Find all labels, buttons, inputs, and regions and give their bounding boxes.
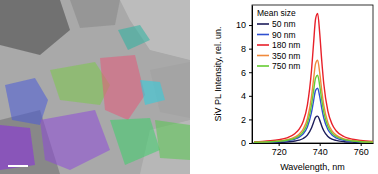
x-tick: 720	[272, 143, 287, 157]
y-tick: 10	[236, 20, 252, 30]
x-tick: 760	[354, 143, 369, 157]
figure: 720 740 760 0 2 4 6 8 10 Wavelength, nm SiV PL Int…	[0, 0, 378, 174]
series-line	[254, 75, 373, 142]
x-tick-mark	[320, 143, 321, 146]
y-tick-mark	[249, 143, 252, 144]
legend-swatch	[257, 55, 269, 57]
legend-label: 350 nm	[272, 51, 300, 61]
series-line	[254, 13, 373, 141]
legend-label: 750 nm	[272, 61, 300, 71]
y-tick-label: 4	[241, 91, 246, 101]
grain-overlay	[110, 118, 160, 165]
y-tick-label: 8	[241, 44, 246, 54]
legend-swatch	[257, 23, 269, 25]
micrograph	[0, 0, 190, 174]
y-tick: 0	[241, 138, 252, 148]
plot-frame	[252, 5, 373, 143]
legend-label: 90 nm	[272, 30, 296, 40]
grain-overlay	[5, 78, 48, 125]
legend-title: Mean size	[257, 8, 296, 18]
x-tick-mark	[361, 143, 362, 146]
y-tick-mark	[249, 119, 252, 120]
legend-label: 50 nm	[272, 19, 296, 29]
y-tick: 4	[241, 91, 252, 101]
grain-overlay	[100, 55, 145, 120]
series-line	[254, 88, 373, 142]
y-tick: 2	[241, 115, 252, 125]
x-axis-line	[253, 143, 374, 144]
micrograph-region	[70, 0, 120, 28]
y-tick: 6	[241, 68, 252, 78]
y-tick-mark	[249, 96, 252, 97]
legend-label: 180 nm	[272, 40, 300, 50]
grain-overlay	[140, 80, 165, 105]
y-tick-mark	[249, 72, 252, 73]
y-tick-label: 0	[241, 138, 246, 148]
x-axis-title: Wavelength, nm	[280, 162, 345, 172]
x-tick: 740	[313, 143, 328, 157]
y-tick: 8	[241, 44, 252, 54]
x-tick-label: 740	[313, 147, 328, 157]
x-tick-label: 760	[354, 147, 369, 157]
y-axis-line	[252, 6, 253, 144]
legend-swatch	[257, 65, 269, 67]
grain-overlay	[118, 25, 150, 50]
y-tick-mark	[249, 25, 252, 26]
legend-swatch	[257, 34, 269, 36]
grain-overlay	[40, 110, 110, 170]
y-tick-label: 6	[241, 68, 246, 78]
grain-overlay	[50, 62, 110, 105]
x-tick-mark	[279, 143, 280, 146]
x-axis: 720 740 760	[253, 143, 374, 157]
legend: Mean size50 nm90 nm180 nm350 nm750 nm	[257, 8, 300, 71]
plot-area	[254, 13, 373, 142]
grain-overlay	[155, 120, 190, 160]
micrograph-region	[0, 0, 70, 55]
y-tick-mark	[249, 49, 252, 50]
micrograph-background	[0, 0, 190, 174]
y-tick-label: 2	[241, 115, 246, 125]
y-axis: 0 2 4 6 8 10	[236, 6, 253, 149]
y-tick-label: 10	[236, 20, 246, 30]
y-axis-title: SiV PL Intensity, rel. un.	[213, 26, 223, 121]
x-tick-label: 720	[272, 147, 287, 157]
series-line	[254, 60, 373, 142]
grain-overlay	[0, 125, 35, 170]
series-line	[254, 116, 373, 143]
legend-swatch	[257, 44, 269, 46]
scale-bar	[8, 165, 28, 167]
